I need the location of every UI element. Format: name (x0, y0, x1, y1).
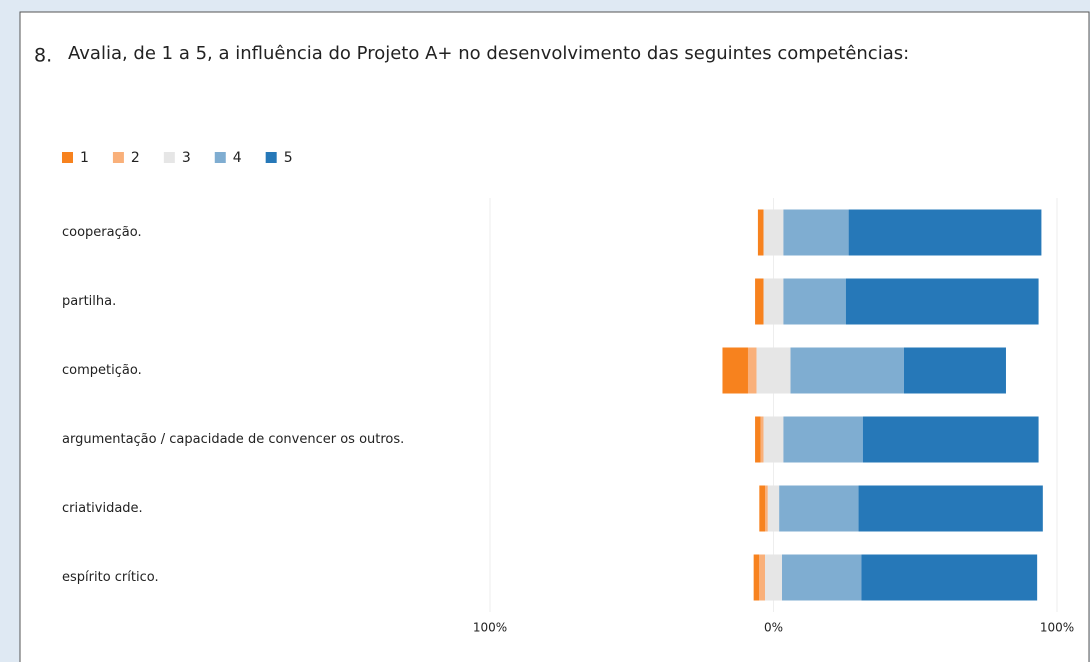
legend-label: 2 (131, 150, 140, 166)
x-tick-label: 100% (1040, 621, 1074, 635)
category-label: competição. (62, 363, 142, 378)
bar-segment (763, 209, 784, 256)
category-label: espírito crítico. (62, 570, 159, 585)
bar-segment (783, 209, 849, 256)
x-tick-label: 100% (473, 621, 507, 635)
panel (19, 11, 1090, 662)
category-label: partilha. (62, 294, 116, 309)
bar-segment (779, 485, 859, 532)
bar-segment (845, 278, 1039, 325)
legend-label: 1 (80, 150, 89, 166)
bar-segment (756, 347, 791, 394)
bar-segment (903, 347, 1006, 394)
bar-segment (790, 347, 904, 394)
legend-swatch (265, 152, 277, 163)
legend-label: 3 (182, 150, 191, 166)
question-number: 8. (34, 45, 52, 67)
bar-segment (759, 485, 765, 532)
bar-segment (763, 278, 784, 325)
bar-segment (763, 416, 784, 463)
bar-segment (759, 554, 765, 601)
bar-segment (760, 416, 764, 463)
bar-segment (862, 416, 1039, 463)
legend-label: 4 (233, 150, 242, 166)
bar-segment (848, 209, 1042, 256)
bar-segment (783, 416, 863, 463)
legend-swatch (214, 152, 226, 163)
category-label: cooperação. (62, 225, 142, 240)
x-tick-label: 0% (764, 621, 783, 635)
bar-segment (757, 209, 764, 256)
legend-swatch (112, 152, 124, 163)
bar-segment (767, 485, 780, 532)
bar-segment (782, 554, 862, 601)
bar-segment (861, 554, 1038, 601)
bar-segment (753, 554, 760, 601)
legend-swatch (163, 152, 175, 163)
bar-segment (755, 278, 764, 325)
category-label: argumentação / capacidade de convencer o… (62, 432, 404, 447)
category-label: criatividade. (62, 501, 143, 516)
bar-segment (755, 416, 761, 463)
bar-segment (764, 554, 783, 601)
bar-segment (764, 485, 768, 532)
bar-segment (747, 347, 757, 394)
legend-label: 5 (284, 150, 293, 166)
bar-segment (783, 278, 846, 325)
bar-segment (858, 485, 1043, 532)
chart-title: Avalia, de 1 a 5, a influência do Projet… (68, 43, 909, 64)
bar-segment (722, 347, 748, 394)
legend-swatch (62, 152, 73, 163)
